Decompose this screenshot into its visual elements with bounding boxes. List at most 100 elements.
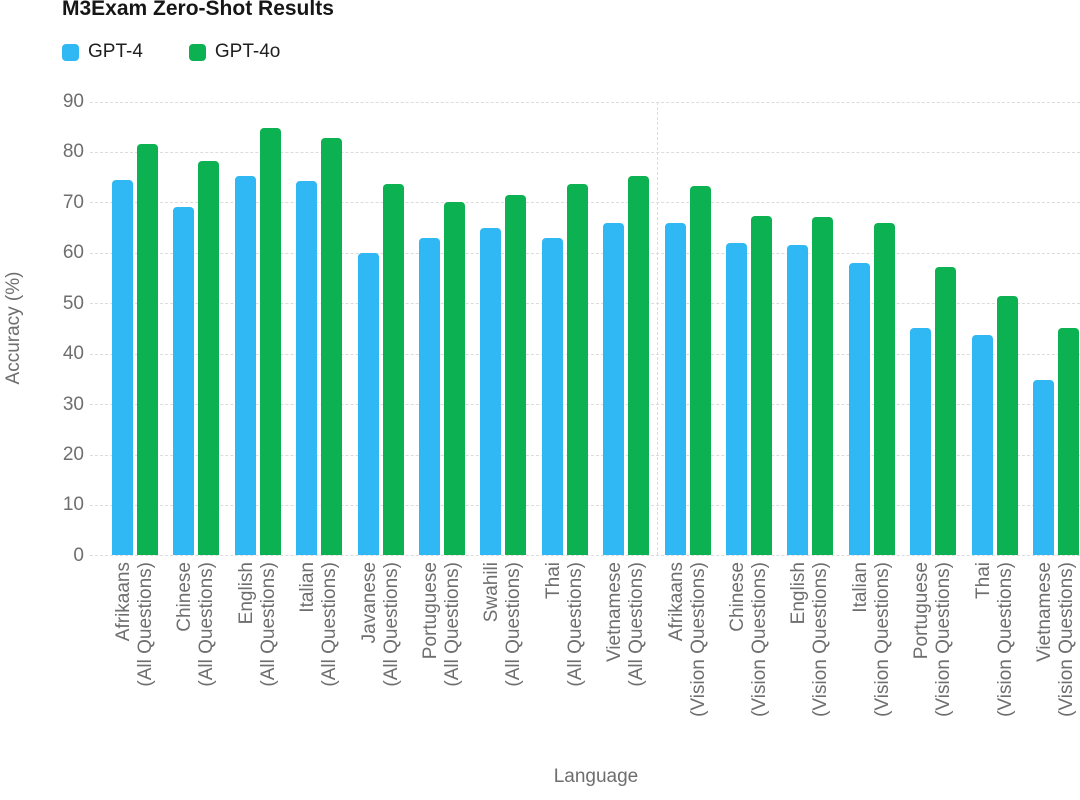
section-divider-line [656, 101, 658, 556]
x-tick-subset: (All Questions) [257, 562, 279, 687]
y-gridline-0 [90, 555, 1080, 557]
bar-gpt-4-javanese-all-questions [357, 252, 379, 556]
x-tick-label-english-all-questions: English (All Questions) [236, 562, 280, 742]
bar-gpt-4o-italian-vision-questions [873, 222, 895, 556]
gpt4o-color-swatch [188, 43, 206, 61]
chart-title: M3Exam Zero-Shot Results [62, 0, 334, 20]
x-tick-subset: (All Questions) [319, 562, 341, 687]
bar-gpt-4o-english-all-questions [259, 128, 281, 556]
x-tick-label-vietnamese-all-questions: Vietnamese (All Questions) [604, 562, 648, 742]
bar-gpt-4o-portuguese-vision-questions [935, 267, 957, 556]
bar-gpt-4-portuguese-all-questions [419, 237, 440, 556]
bar-gpt-4o-thai-vision-questions [996, 295, 1018, 556]
gpt4-color-swatch [62, 43, 79, 61]
x-tick-label-portuguese-all-questions: Portuguese (All Questions) [420, 562, 464, 742]
x-tick-language: English [235, 562, 257, 625]
bar-gpt-4o-afrikaans-all-questions [137, 143, 158, 556]
y-axis-title: Accuracy (%) [3, 271, 24, 385]
bar-gpt-4-italian-all-questions [296, 180, 318, 556]
bar-gpt-4o-chinese-all-questions [198, 160, 220, 556]
x-tick-subset: (All Questions) [626, 562, 648, 687]
bar-gpt-4-thai-vision-questions [971, 334, 993, 556]
bar-gpt-4o-javanese-all-questions [382, 184, 404, 556]
x-tick-language: Thai [972, 562, 994, 599]
x-tick-language: Chinese [727, 562, 748, 632]
x-tick-label-chinese-all-questions: Chinese (All Questions) [174, 562, 218, 742]
x-tick-subset: (Vision Questions) [994, 562, 1016, 717]
x-tick-label-afrikaans-all-questions: Afrikaans (All Questions) [113, 562, 157, 742]
bar-gpt-4o-swahili-all-questions [505, 194, 527, 556]
bar-gpt-4-chinese-all-questions [173, 207, 195, 556]
x-tick-subset: (Vision Questions) [687, 562, 709, 717]
x-tick-language: Vietnamese [1034, 562, 1055, 662]
bar-gpt-4o-vietnamese-all-questions [628, 175, 650, 556]
legend-item-gpt4o: GPT-4o [188, 41, 281, 63]
bar-gpt-4-afrikaans-vision-questions [664, 222, 686, 556]
bar-gpt-4o-chinese-vision-questions [751, 215, 772, 556]
bar-gpt-4-swahili-all-questions [480, 227, 502, 556]
x-tick-label-italian-all-questions: Italian (All Questions) [297, 562, 341, 742]
legend: GPT-4 GPT-4o [62, 41, 280, 63]
x-tick-subset: (All Questions) [135, 562, 156, 687]
y-tick-label-10: 10 [62, 494, 84, 516]
x-tick-label-thai-all-questions: Thai (All Questions) [543, 562, 587, 742]
x-tick-label-chinese-vision-questions: Chinese (Vision Questions) [727, 562, 771, 742]
x-axis-title: Language [553, 766, 639, 787]
x-tick-subset: (Vision Questions) [1056, 562, 1077, 717]
x-tick-language: Portuguese [911, 562, 933, 660]
y-tick-label-80: 80 [62, 141, 84, 163]
x-tick-language: Portuguese [420, 562, 441, 660]
x-tick-language: Italian [849, 562, 871, 613]
x-tick-language: Afrikaans [113, 562, 134, 642]
bar-gpt-4-vietnamese-all-questions [603, 222, 625, 556]
x-tick-label-thai-vision-questions: Thai (Vision Questions) [973, 562, 1017, 742]
bar-gpt-4-afrikaans-all-questions [112, 179, 133, 556]
bar-gpt-4-english-all-questions [234, 175, 256, 556]
bar-gpt-4-vietnamese-vision-questions [1033, 379, 1054, 556]
x-tick-subset: (All Questions) [442, 562, 463, 687]
y-tick-label-0: 0 [73, 544, 84, 566]
x-tick-label-javanese-all-questions: Javanese (All Questions) [359, 562, 403, 742]
y-tick-label-60: 60 [62, 242, 84, 264]
x-tick-language: Javanese [358, 562, 380, 644]
bar-gpt-4o-thai-all-questions [566, 184, 588, 556]
bar-gpt-4o-italian-all-questions [321, 138, 343, 556]
x-tick-subset: (Vision Questions) [933, 562, 955, 717]
bar-gpt-4o-portuguese-all-questions [444, 202, 465, 556]
x-tick-label-english-vision-questions: English (Vision Questions) [788, 562, 832, 742]
y-tick-label-30: 30 [62, 393, 84, 415]
x-tick-subset: (All Questions) [503, 562, 525, 687]
y-tick-label-50: 50 [62, 292, 84, 314]
bar-gpt-4o-english-vision-questions [812, 217, 834, 556]
x-tick-language: Chinese [174, 562, 196, 632]
x-tick-label-swahili-all-questions: Swahili (All Questions) [481, 562, 525, 742]
x-tick-language: Thai [542, 562, 564, 599]
y-tick-label-90: 90 [62, 91, 84, 112]
legend-label-gpt4o: GPT-4o [214, 41, 281, 62]
x-tick-language: English [788, 562, 810, 625]
x-tick-language: Swahili [481, 562, 503, 623]
x-tick-label-portuguese-vision-questions: Portuguese (Vision Questions) [911, 562, 955, 742]
x-tick-language: Italian [297, 562, 319, 613]
x-tick-language: Vietnamese [604, 562, 626, 662]
legend-item-gpt4: GPT-4 [62, 41, 143, 63]
x-tick-subset: (Vision Questions) [871, 562, 893, 717]
y-tick-label-40: 40 [62, 343, 84, 365]
y-gridline-80 [90, 151, 1080, 153]
x-tick-subset: (Vision Questions) [749, 562, 770, 717]
y-gridline-90 [90, 101, 1080, 103]
y-tick-label-20: 20 [62, 444, 84, 466]
x-tick-subset: (Vision Questions) [810, 562, 832, 717]
x-tick-label-afrikaans-vision-questions: Afrikaans (Vision Questions) [666, 562, 710, 742]
x-tick-language: Afrikaans [665, 562, 687, 642]
y-tick-label-70: 70 [62, 191, 84, 213]
x-tick-subset: (All Questions) [380, 562, 402, 687]
bar-gpt-4-thai-all-questions [541, 237, 563, 556]
bar-gpt-4-italian-vision-questions [848, 262, 870, 556]
bar-gpt-4-chinese-vision-questions [726, 242, 747, 556]
bar-gpt-4o-vietnamese-vision-questions [1058, 328, 1079, 556]
x-tick-label-italian-vision-questions: Italian (Vision Questions) [850, 562, 894, 742]
bar-gpt-4-english-vision-questions [787, 245, 809, 556]
x-tick-label-vietnamese-vision-questions: Vietnamese (Vision Questions) [1034, 562, 1078, 742]
